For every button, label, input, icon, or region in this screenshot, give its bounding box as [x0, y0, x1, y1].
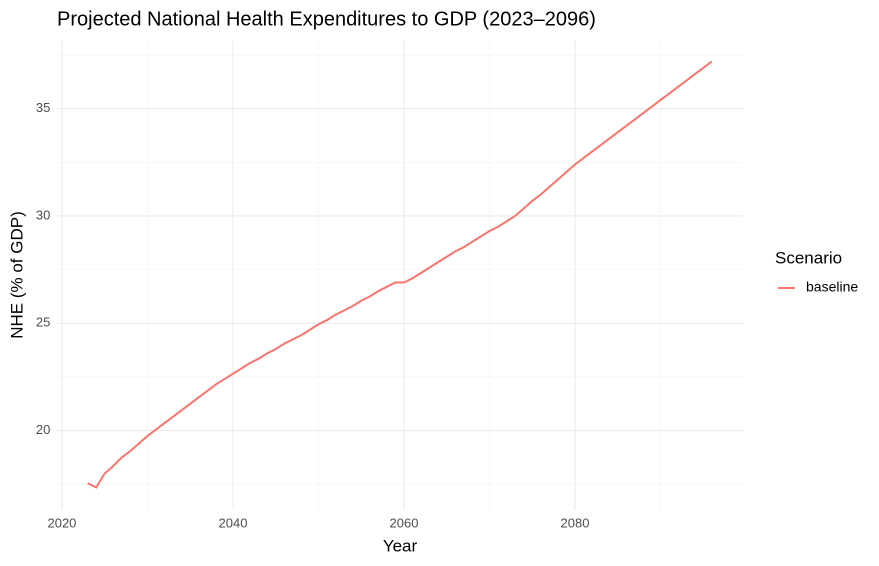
chart-title: Projected National Health Expenditures t…	[57, 8, 596, 30]
y-tick-label: 25	[36, 315, 50, 330]
legend-title: Scenario	[775, 248, 842, 267]
x-tick-label: 2080	[561, 515, 590, 530]
legend-label: baseline	[806, 279, 858, 295]
data-line	[87, 60, 713, 489]
y-tick-label: 20	[36, 422, 50, 437]
x-tick-label: 2040	[219, 515, 248, 530]
y-axis-title: NHE (% of GDP)	[7, 211, 26, 339]
x-tick-label: 2020	[47, 515, 76, 530]
y-tick-label: 35	[36, 100, 50, 115]
y-tick-label: 30	[36, 207, 50, 222]
x-tick-label: 2060	[390, 515, 419, 530]
x-axis-title: Year	[383, 536, 418, 555]
